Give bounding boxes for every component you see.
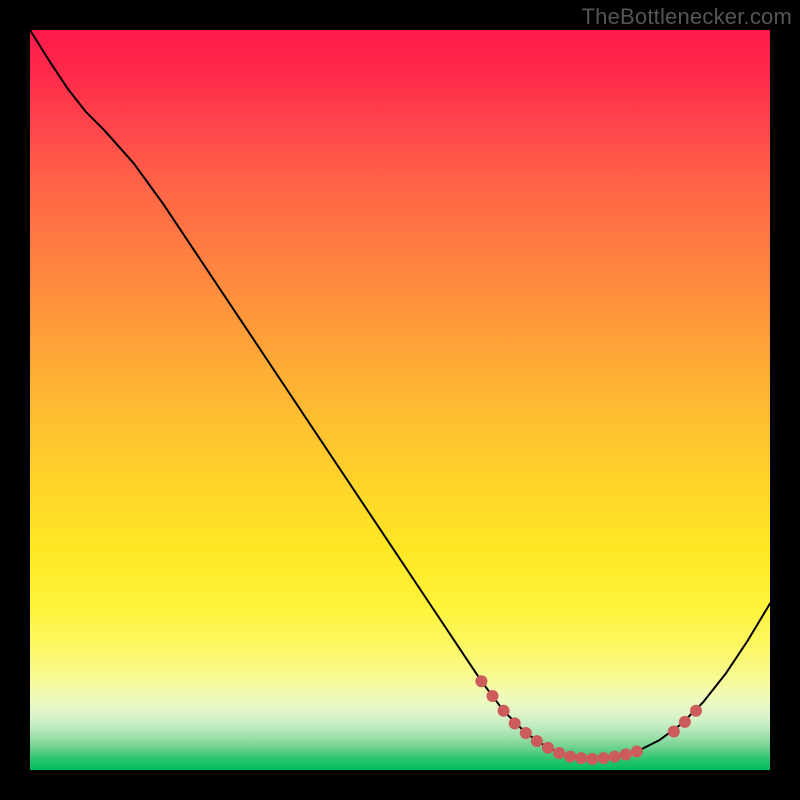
curve-marker bbox=[620, 748, 632, 760]
curve-marker bbox=[668, 726, 680, 738]
curve-marker bbox=[475, 675, 487, 687]
curve-marker bbox=[520, 727, 532, 739]
curve-marker bbox=[509, 717, 521, 729]
curve-marker bbox=[498, 705, 510, 717]
chart-container: TheBottlenecker.com bbox=[0, 0, 800, 800]
curve-marker bbox=[586, 753, 598, 765]
curve-marker bbox=[542, 742, 554, 754]
attribution-label: TheBottlenecker.com bbox=[582, 4, 792, 30]
curve-marker bbox=[487, 690, 499, 702]
curve-marker bbox=[631, 746, 643, 758]
curve-marker bbox=[598, 752, 610, 764]
plot-area bbox=[30, 30, 770, 770]
curve-marker bbox=[553, 747, 565, 759]
curve-marker bbox=[575, 752, 587, 764]
curve-marker bbox=[609, 751, 621, 763]
curve-marker bbox=[531, 735, 543, 747]
chart-svg bbox=[30, 30, 770, 770]
curve-marker bbox=[690, 705, 702, 717]
gradient-background bbox=[30, 30, 770, 770]
curve-marker bbox=[679, 716, 691, 728]
curve-marker bbox=[564, 751, 576, 763]
